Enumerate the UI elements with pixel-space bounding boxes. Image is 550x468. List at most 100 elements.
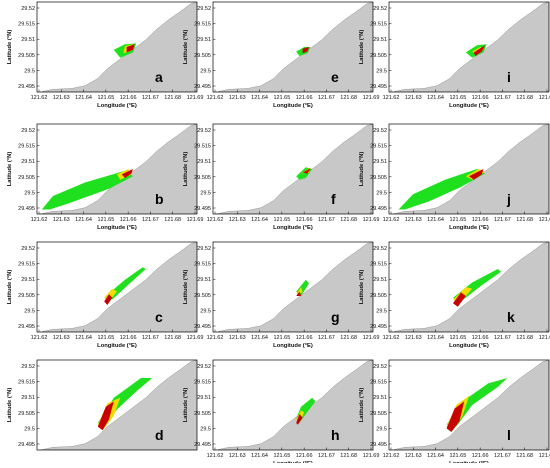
y-tick-label: 29.495 bbox=[18, 324, 35, 330]
y-tick-label: 29.515 bbox=[18, 380, 35, 386]
y-tick-label: 29.515 bbox=[194, 144, 211, 150]
y-tick-label: 29.5 bbox=[24, 68, 35, 74]
land-mass bbox=[216, 2, 373, 92]
x-tick-label: 121.64 bbox=[427, 453, 444, 459]
y-tick-label: 29.52 bbox=[197, 246, 211, 252]
panel-map-i bbox=[389, 2, 549, 92]
panel-letter-a: a bbox=[155, 69, 163, 85]
x-tick-label: 121.64 bbox=[75, 335, 92, 341]
panel-h: 29.495 29.5 29.505 29.51 29.515 29.52 Latitude… bbox=[183, 359, 379, 467]
x-tick-label: 121.62 bbox=[31, 217, 48, 223]
y-tick-label: 29.5 bbox=[376, 308, 387, 314]
y-tick-label: 29.495 bbox=[370, 84, 387, 90]
panel-map-b bbox=[37, 124, 197, 214]
panel-f: 29.495 29.5 29.505 29.51 29.515 29.52 Latitude… bbox=[183, 123, 379, 231]
y-tick-label: 29.515 bbox=[18, 22, 35, 28]
panel-a: 29.495 29.5 29.505 29.51 29.515 29.52 Latitude… bbox=[7, 1, 204, 109]
x-axis-label: Longitude (°E) bbox=[449, 343, 489, 349]
panel-letter-l: l bbox=[507, 427, 511, 443]
plume-red-layer bbox=[446, 401, 465, 432]
y-tick-label: 29.5 bbox=[200, 68, 211, 74]
x-tick-label: 121.66 bbox=[472, 335, 489, 341]
x-axis-label: Longitude (°E) bbox=[97, 343, 137, 349]
plot-frame bbox=[212, 1, 374, 93]
x-tick-label: 121.62 bbox=[207, 335, 224, 341]
panel-g: 29.495 29.5 29.505 29.51 29.515 29.52 Latitude… bbox=[183, 241, 380, 349]
y-tick-label: 29.505 bbox=[18, 293, 35, 299]
panel-letter-k: k bbox=[507, 309, 515, 325]
x-axis-label: Longitude (°E) bbox=[449, 103, 489, 109]
y-tick-label: 29.495 bbox=[18, 442, 35, 448]
plume-yellow-layer bbox=[296, 287, 303, 295]
x-tick-label: 121.66 bbox=[296, 453, 313, 459]
land-mass bbox=[40, 360, 197, 450]
panel-c: 29.495 29.5 29.505 29.51 29.515 29.52 Latitude… bbox=[7, 241, 203, 349]
y-tick-label: 29.51 bbox=[373, 395, 387, 401]
x-tick-label: 121.67 bbox=[142, 217, 159, 223]
land-mass bbox=[392, 2, 549, 92]
y-tick-label: 29.505 bbox=[194, 293, 211, 299]
x-tick-label: 121.65 bbox=[449, 217, 466, 223]
y-tick-label: 29.52 bbox=[21, 246, 35, 252]
panel-letter-i: i bbox=[507, 69, 511, 85]
y-tick-label: 29.495 bbox=[194, 84, 211, 90]
plume-red-layer bbox=[126, 44, 135, 53]
panel-b: 29.495 29.5 29.505 29.51 29.515 29.52 Latitude… bbox=[7, 123, 203, 231]
panel-map-c bbox=[37, 242, 197, 332]
x-tick-label: 121.64 bbox=[251, 95, 268, 101]
plot-frame bbox=[36, 359, 198, 451]
plume-red-layer bbox=[453, 292, 466, 307]
x-tick-label: 121.63 bbox=[405, 335, 422, 341]
plume-red-layer bbox=[302, 47, 309, 54]
y-tick-label: 29.505 bbox=[194, 175, 211, 181]
x-tick-label: 121.63 bbox=[229, 453, 246, 459]
plot-frame bbox=[212, 359, 374, 451]
land-mass bbox=[392, 360, 549, 450]
x-tick-label: 121.65 bbox=[273, 453, 290, 459]
x-tick-label: 121.64 bbox=[75, 95, 92, 101]
y-tick-label: 29.505 bbox=[194, 411, 211, 417]
y-tick-label: 29.5 bbox=[376, 190, 387, 196]
y-axis-label: Latitude (°N) bbox=[7, 388, 13, 423]
x-tick-label: 121.69 bbox=[539, 95, 550, 101]
x-axis-label: Longitude (°E) bbox=[97, 225, 137, 231]
x-tick-label: 121.68 bbox=[164, 335, 181, 341]
x-tick-label: 121.65 bbox=[97, 335, 114, 341]
y-tick-label: 29.495 bbox=[194, 324, 211, 330]
y-tick-label: 29.505 bbox=[194, 53, 211, 59]
panel-j: 29.495 29.5 29.505 29.51 29.515 29.52 Latitude… bbox=[359, 123, 550, 231]
x-tick-label: 121.64 bbox=[427, 217, 444, 223]
panel-map-f bbox=[213, 124, 373, 214]
y-tick-label: 29.515 bbox=[194, 22, 211, 28]
y-axis-label: Latitude (°N) bbox=[183, 152, 189, 187]
x-tick-label: 121.68 bbox=[164, 95, 181, 101]
y-tick-label: 29.51 bbox=[197, 277, 211, 283]
x-tick-label: 121.64 bbox=[251, 335, 268, 341]
x-tick-label: 121.65 bbox=[449, 453, 466, 459]
land-mass bbox=[40, 124, 197, 214]
plume-red-layer bbox=[104, 294, 113, 305]
x-tick-label: 121.69 bbox=[363, 335, 380, 341]
plume-red-layer bbox=[296, 414, 303, 425]
panel-map-g bbox=[213, 242, 373, 332]
x-tick-label: 121.67 bbox=[142, 95, 159, 101]
panel-letter-g: g bbox=[331, 309, 340, 325]
y-tick-label: 29.495 bbox=[370, 442, 387, 448]
x-tick-label: 121.66 bbox=[120, 335, 137, 341]
x-tick-label: 121.69 bbox=[187, 95, 204, 101]
plume-red-layer bbox=[469, 169, 484, 180]
y-tick-label: 29.5 bbox=[200, 190, 211, 196]
x-tick-label: 121.65 bbox=[449, 335, 466, 341]
x-tick-label: 121.62 bbox=[207, 95, 224, 101]
y-tick-label: 29.505 bbox=[370, 175, 387, 181]
x-tick-label: 121.64 bbox=[427, 95, 444, 101]
y-tick-label: 29.52 bbox=[197, 6, 211, 12]
plot-frame bbox=[36, 1, 198, 93]
x-tick-label: 121.63 bbox=[53, 95, 70, 101]
x-tick-label: 121.62 bbox=[383, 335, 400, 341]
x-tick-label: 121.65 bbox=[273, 335, 290, 341]
x-tick-label: 121.66 bbox=[472, 453, 489, 459]
y-tick-label: 29.5 bbox=[24, 426, 35, 432]
x-tick-label: 121.68 bbox=[516, 217, 533, 223]
